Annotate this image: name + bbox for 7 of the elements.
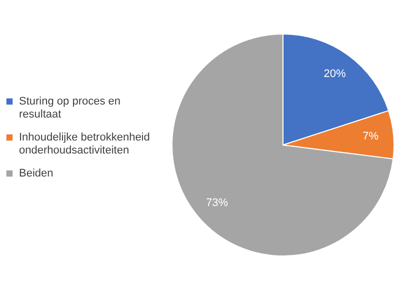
data-label: 20% [324,68,346,80]
data-label: 73% [206,197,228,210]
data-label: 7% [362,130,379,143]
legend-label: Beiden [19,168,54,180]
pie-slice [172,34,394,256]
legend-label: Sturing op proces en resultaat [19,96,121,120]
legend-label: Inhoudelijke betrokkenheid onderhoudsactiviteiten [19,132,150,156]
